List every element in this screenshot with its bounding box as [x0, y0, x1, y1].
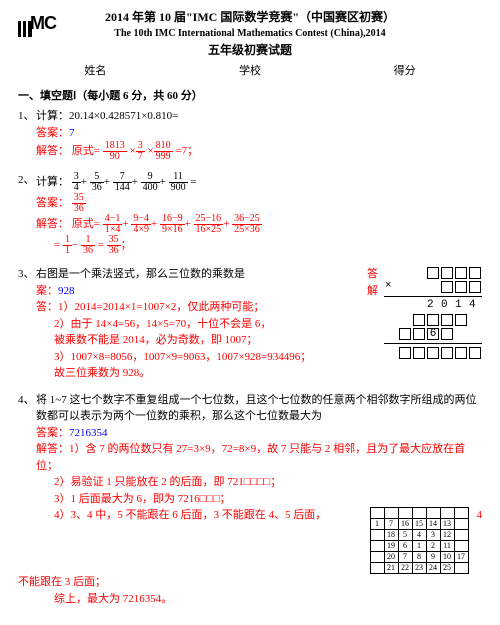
- f: 36: [107, 246, 121, 256]
- q2-num: 2、: [18, 172, 36, 193]
- frac-d: 90: [103, 152, 127, 162]
- f: 900: [169, 183, 188, 193]
- q3-sol-l: 答：: [36, 301, 58, 313]
- c: 1: [412, 541, 426, 552]
- c: 13: [440, 519, 454, 530]
- q3-p1: 1）2014=2014×1=1007×2，仅此两种可能；: [58, 301, 264, 313]
- f: 144: [113, 183, 132, 193]
- f: 400: [141, 183, 160, 193]
- c: 3: [426, 530, 440, 541]
- title-en: The 10th IMC International Mathematics C…: [18, 26, 482, 41]
- q4-s4r: 4: [477, 507, 483, 524]
- d: 0: [441, 300, 453, 312]
- c: 7: [398, 552, 412, 563]
- mul-figure: × 2014 6: [384, 266, 482, 360]
- c: 6: [398, 541, 412, 552]
- d: 6: [427, 328, 439, 340]
- c: 24: [426, 563, 440, 574]
- q4-ans: 7216354: [69, 427, 108, 439]
- q4-s1: 1）含 7 的两位数只有 27=3×9，72=8×9，故 7 只能与 2 相邻，…: [36, 443, 465, 472]
- frac-d: 7: [136, 152, 145, 162]
- q4-stem: 将 1~7 这七个数字不重复组成一个七位数，且这个七位数的任意两个相邻数字所组成…: [36, 392, 482, 425]
- q4-s3: 3）1 后面最大为 6，即为 7216□□□；: [54, 491, 482, 508]
- q1-eq: =7；: [175, 145, 198, 157]
- c: 20: [384, 552, 398, 563]
- f: =: [98, 239, 104, 251]
- f: 4×9: [131, 225, 151, 235]
- c: 14: [426, 519, 440, 530]
- c: 9: [426, 552, 440, 563]
- c: 10: [440, 552, 454, 563]
- c: 19: [384, 541, 398, 552]
- c: 11: [440, 541, 454, 552]
- q3-sol-r: 解: [367, 283, 378, 300]
- c: 5: [398, 530, 412, 541]
- c: 15: [412, 519, 426, 530]
- q1-ans: 7: [69, 127, 75, 139]
- f: 36: [90, 183, 104, 193]
- q2-eq: =: [190, 176, 196, 188]
- q3-p5: 故三位乘数为 928。: [54, 365, 482, 382]
- c: 12: [440, 530, 454, 541]
- d: 4: [469, 300, 481, 312]
- title-cn: 2014 年第 10 届"IMC 国际数学竞赛"（中国赛区初赛）: [18, 8, 482, 26]
- c: 7: [384, 519, 398, 530]
- c: 23: [412, 563, 426, 574]
- f: 16×25: [194, 225, 224, 235]
- q2-stem-pre: 计算：: [36, 176, 69, 188]
- f: 9×16: [160, 225, 185, 235]
- q3-ans: 928: [58, 285, 75, 297]
- q4-s6: 综上，最大为 7216354。: [54, 591, 482, 608]
- f: 36: [72, 204, 86, 214]
- q2-l2-pre: =: [54, 239, 60, 251]
- q4-ans-label: 答案：: [36, 427, 69, 439]
- q3-ans-l: 案：: [36, 285, 58, 297]
- f: ；: [121, 239, 132, 251]
- blank: [245, 268, 333, 280]
- c: 21: [384, 563, 398, 574]
- q3-stem: 右图是一个乘法竖式，那么三位数的乘数是: [36, 268, 245, 280]
- q2-sol-pre: 原式=: [72, 218, 100, 230]
- q1-num: 1、: [18, 108, 36, 125]
- school-label: 学校: [239, 63, 261, 80]
- d: 1: [455, 300, 467, 312]
- d: 2: [427, 300, 439, 312]
- q4-s2: 2）易验证 1 只能放在 2 的后面，即 721□□□□；: [54, 474, 482, 491]
- c: 1: [370, 519, 384, 530]
- frac-d: 999: [154, 152, 173, 162]
- section-title: 一、填空题Ⅰ（每小题 6 分，共 60 分）: [18, 88, 482, 105]
- score-label: 得分: [394, 63, 416, 80]
- q4-s4: 4）3、4 中，5 不能跟在 6 后面，3 不能跟在 4、5 后面，: [54, 509, 326, 521]
- f: 25×36: [232, 225, 262, 235]
- f: 1: [63, 246, 72, 256]
- question-1: 1、 计算：20.14×0.428571×0.810= 答案：7 解答： 原式=…: [18, 108, 482, 162]
- question-4: 4、 将 1~7 这七个数字不重复组成一个七位数，且这个七位数的任意两个相邻数字…: [18, 392, 482, 608]
- q3-num: 3、: [18, 266, 36, 283]
- c: 4: [412, 530, 426, 541]
- question-3: × 2014 6 3、 右图是一个乘法竖式，那么三位数的乘数是 答 案：928 解…: [18, 266, 482, 382]
- q3-ans-r: 答: [367, 266, 378, 283]
- q2-ans-label: 答案：: [36, 197, 69, 209]
- c: 8: [412, 552, 426, 563]
- q2-sol-label: 解答：: [36, 218, 69, 230]
- question-2: 2、 计算： 34+ 536+ 7144+ 9400+ 11900 = 答案： …: [18, 172, 482, 256]
- c: 25: [440, 563, 454, 574]
- q4-s5: 不能跟在 3 后面；: [18, 576, 106, 588]
- q4-sol-label: 解答：: [36, 443, 69, 455]
- subtitle: 五年级初赛试题: [18, 41, 482, 59]
- c: 22: [398, 563, 412, 574]
- logo-text: MC: [30, 13, 56, 33]
- q1-sol-pre: 原式=: [72, 145, 100, 157]
- c: 16: [398, 519, 412, 530]
- q1-sol-label: 解答：: [36, 145, 69, 157]
- c: 17: [454, 552, 468, 563]
- q4-num: 4、: [18, 392, 36, 425]
- f: 36: [81, 246, 95, 256]
- c: 2: [426, 541, 440, 552]
- c: 18: [384, 530, 398, 541]
- q1-ans-label: 答案：: [36, 127, 69, 139]
- name-label: 姓名: [84, 63, 106, 80]
- q1-stem: 计算：20.14×0.428571×0.810=: [36, 108, 482, 125]
- number-grid: 1716151413 1854312 1961211 207891017 212…: [370, 507, 469, 574]
